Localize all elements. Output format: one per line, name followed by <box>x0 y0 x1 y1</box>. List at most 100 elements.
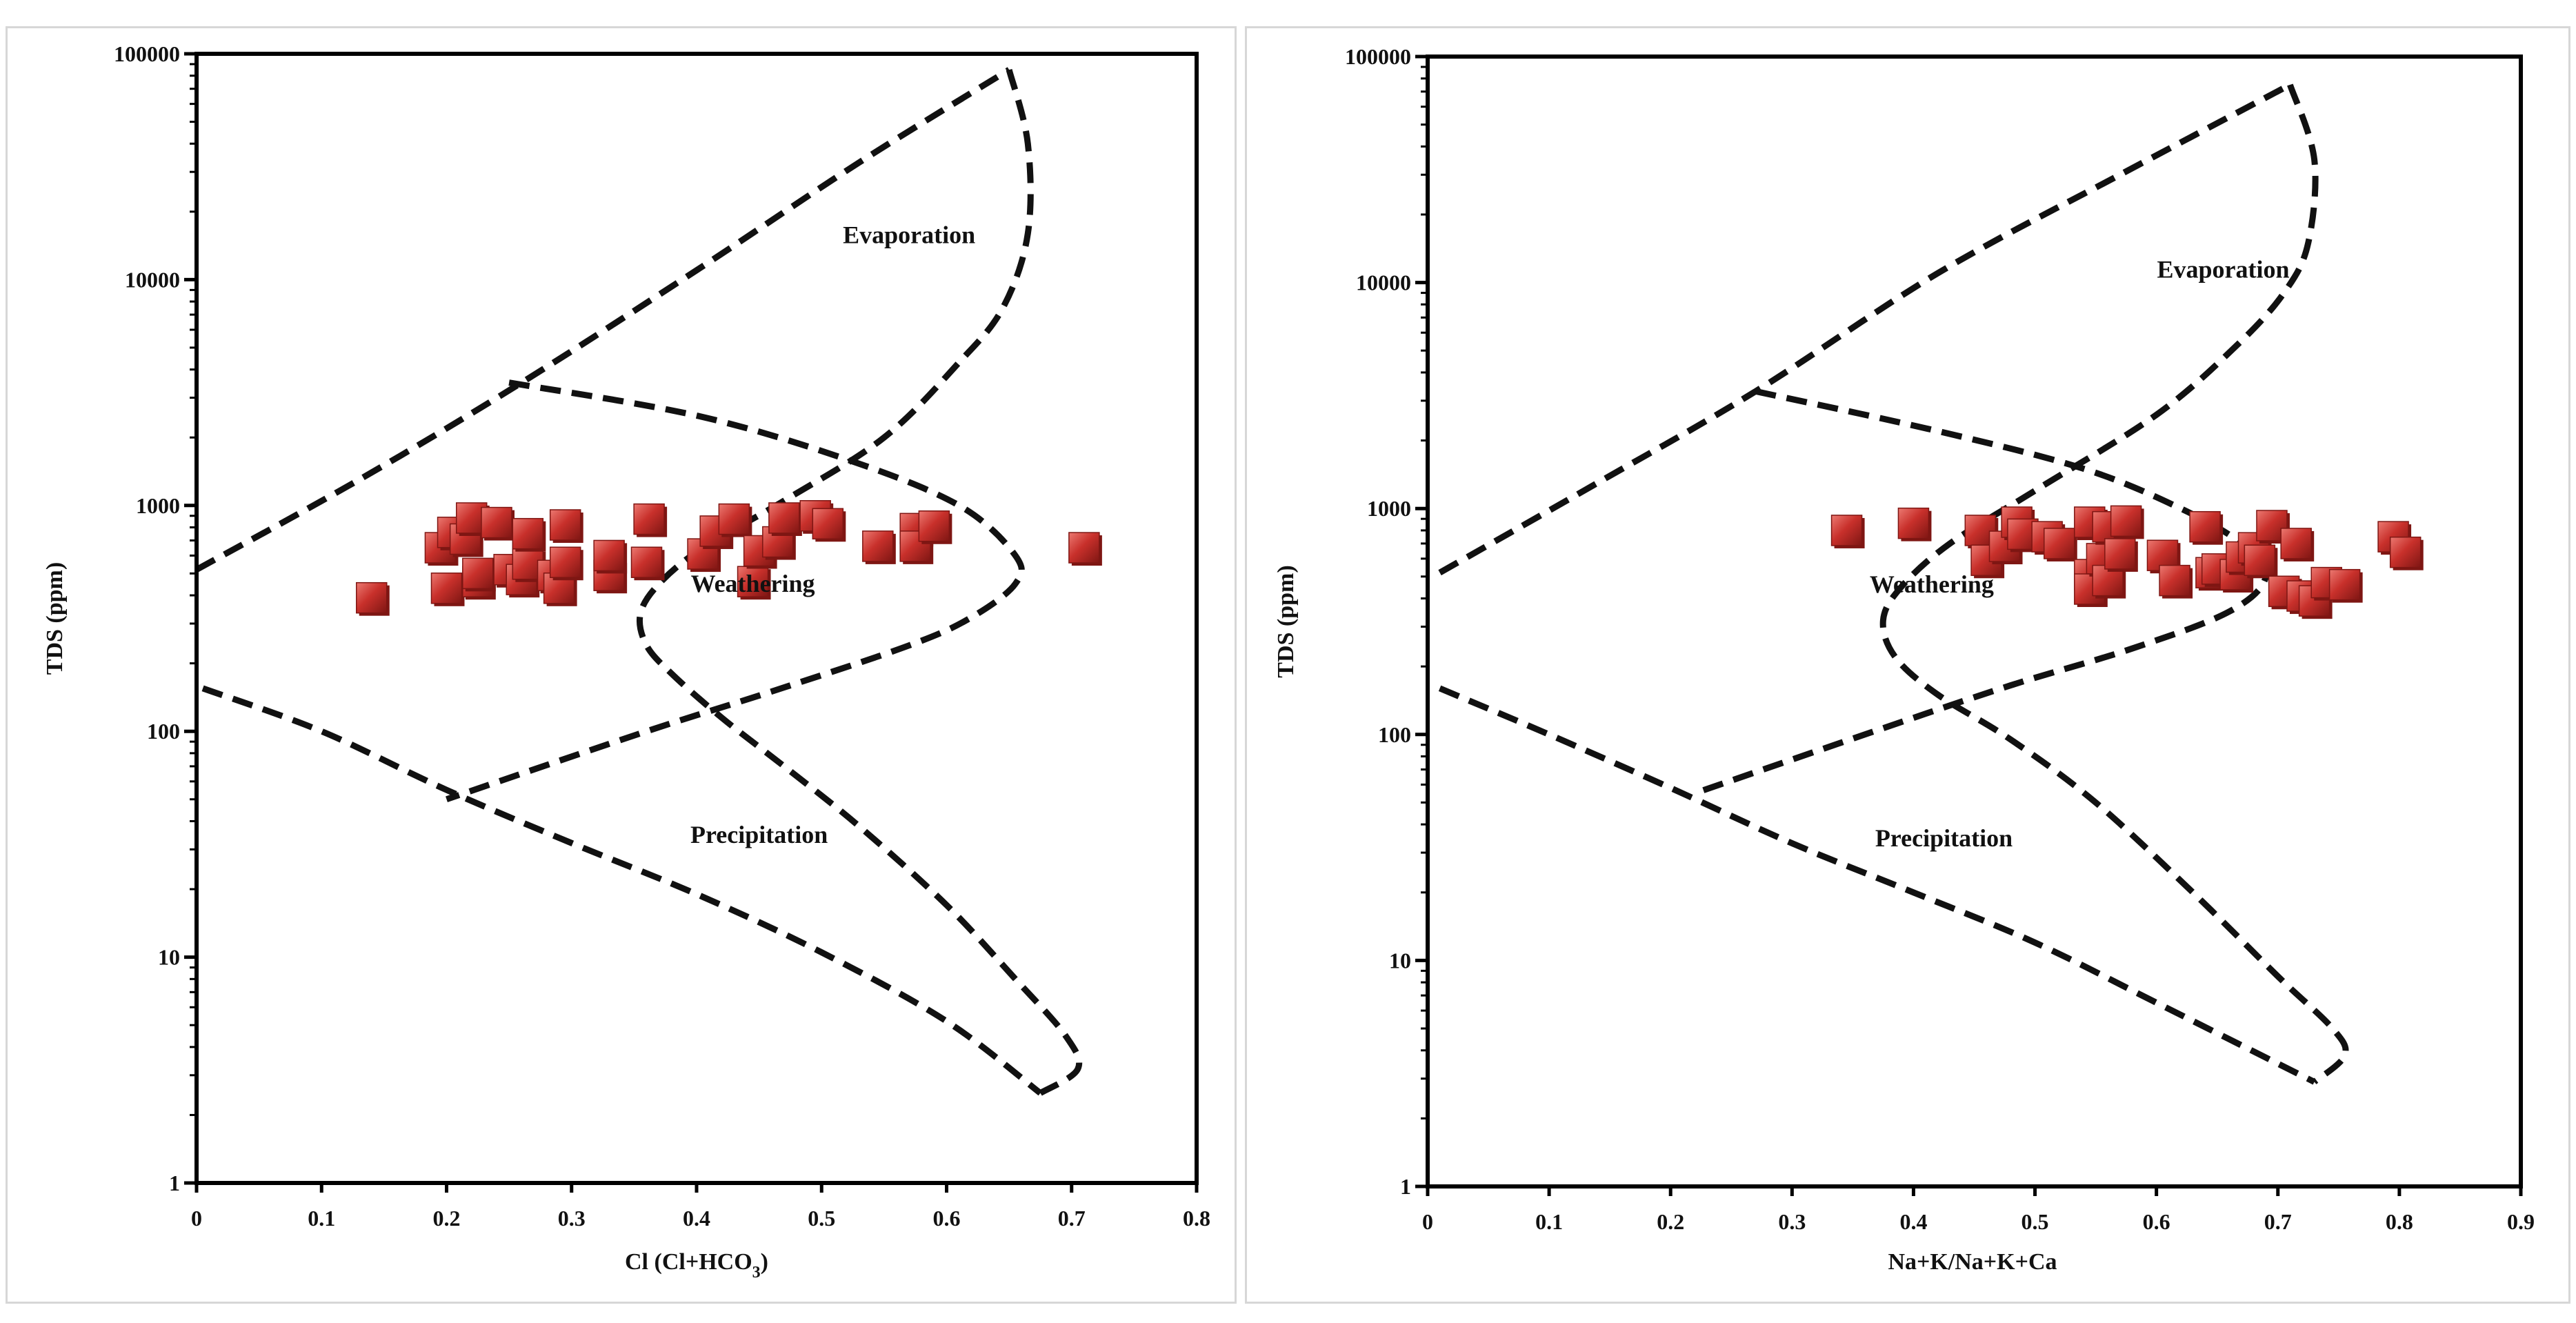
x-tick-label: 0.1 <box>308 1206 335 1231</box>
x-tick-label: 0.6 <box>2143 1209 2170 1234</box>
x-tick-label: 0.4 <box>1899 1209 1927 1234</box>
data-point <box>549 509 583 544</box>
x-tick-label: 0.9 <box>2507 1209 2535 1234</box>
evaporation-outline <box>1879 83 2349 1085</box>
x-tick-label: 0.4 <box>683 1206 710 1231</box>
data-point <box>1068 532 1102 566</box>
data-point-face <box>549 509 581 541</box>
y-tick-label: 10 <box>158 945 180 970</box>
data-point-face <box>1830 515 1863 546</box>
region-label-precipitation: Precipitation <box>1875 824 2013 852</box>
data-point-face <box>512 517 544 550</box>
chart-frame-right <box>1245 26 2570 1304</box>
data-point <box>512 517 546 552</box>
weathering-outline <box>1693 388 2269 797</box>
data-point <box>918 510 952 544</box>
weathering-outline <box>446 379 1025 803</box>
data-point-face <box>630 546 663 578</box>
data-point <box>2159 564 2193 599</box>
data-point <box>2389 536 2424 570</box>
y-tick-label: 10 <box>1389 948 1411 973</box>
x-tick-label: 0.2 <box>433 1206 461 1231</box>
data-point <box>1897 507 1932 541</box>
x-tick-label: 0.5 <box>808 1206 835 1231</box>
gibbs-cation-group: 1 10 100 1000 10000 100000 0 0.1 0.2 0.3 0.4 0.5 0.6… <box>1273 44 2535 1275</box>
y-tick-label: 10000 <box>125 267 180 292</box>
lower-boundary <box>1438 685 2316 1085</box>
x-tick-label: 0 <box>191 1206 202 1231</box>
data-point <box>543 573 577 606</box>
y-tick-label: 1000 <box>1367 496 1411 521</box>
data-point-face <box>2280 528 2312 559</box>
data-point-face <box>812 508 844 540</box>
data-point-face <box>356 581 388 614</box>
upper-boundary <box>1438 81 2292 576</box>
y-tick-label: 100000 <box>114 41 180 66</box>
upper-boundary <box>194 67 1011 573</box>
data-point-face <box>462 557 494 590</box>
y-axis-title: TDS (ppm) <box>42 562 68 675</box>
data-point-face <box>2244 544 2276 577</box>
data-point <box>1830 515 1865 548</box>
data-point <box>2110 505 2144 539</box>
x-tick-label: 0.3 <box>1778 1209 1806 1234</box>
data-point-face <box>2389 536 2422 568</box>
data-point-face <box>1068 532 1100 564</box>
data-point <box>549 546 583 581</box>
plot-area <box>194 52 1199 1185</box>
x-tick-label: 0.2 <box>1657 1209 1684 1234</box>
data-point-face <box>430 573 463 604</box>
y-axis-title: TDS (ppm) <box>1273 565 1299 677</box>
x-tick-label: 0.8 <box>2386 1209 2413 1234</box>
y-tick-label: 1 <box>1400 1174 1411 1199</box>
x-tick-label: 0.5 <box>2021 1209 2049 1234</box>
data-point-face <box>737 566 769 597</box>
x-tick-label: 0.8 <box>1183 1206 1210 1231</box>
chart-frame-left <box>6 26 1237 1304</box>
region-label-precipitation: Precipitation <box>690 821 828 848</box>
data-point <box>862 530 896 564</box>
region-label-evaporation: Evaporation <box>2157 256 2290 284</box>
data-point <box>630 546 665 581</box>
data-point-face <box>593 539 625 572</box>
data-point <box>430 573 465 606</box>
region-label-weathering: Weathering <box>1870 570 1994 598</box>
data-point-face <box>862 530 894 562</box>
data-point-face <box>2110 505 2142 537</box>
data-point-face <box>481 506 512 539</box>
data-point-face <box>2104 538 2136 570</box>
x-axis-title: Na+K/Na+K+Ca <box>1888 1249 2057 1275</box>
lower-boundary <box>201 685 1043 1096</box>
y-tick-label: 100000 <box>1345 44 1411 69</box>
x-tick-label: 0 <box>1422 1209 1433 1234</box>
data-point <box>737 566 771 600</box>
x-tick-label: 0.7 <box>2264 1209 2292 1234</box>
data-point-face <box>718 503 750 535</box>
region-label-weathering: Weathering <box>691 570 815 597</box>
data-point-face <box>1897 507 1930 539</box>
x-tick-label: 0.1 <box>1535 1209 1563 1234</box>
data-point <box>718 503 752 537</box>
data-point <box>462 557 496 592</box>
data-point-face <box>633 503 665 535</box>
data-point-face <box>2189 510 2221 543</box>
data-point <box>2189 510 2224 545</box>
data-point-face <box>2328 568 2361 601</box>
plot-area <box>1426 54 2523 1188</box>
data-point-face <box>2159 564 2190 597</box>
data-point-face <box>918 510 950 542</box>
y-tick-label: 10000 <box>1356 270 1411 295</box>
data-point-face <box>549 546 581 578</box>
y-tick-label: 100 <box>147 719 180 744</box>
x-tick-label: 0.7 <box>1058 1206 1086 1231</box>
x-tick-label: 0.6 <box>933 1206 961 1231</box>
data-point <box>2104 538 2138 572</box>
data-point <box>2280 528 2315 561</box>
y-tick-label: 1000 <box>136 493 180 518</box>
data-point-face <box>2044 528 2075 559</box>
data-point <box>593 539 628 574</box>
data-point <box>812 508 846 542</box>
data-point <box>2244 544 2278 579</box>
gibbs-anion-group: 1 10 100 1000 10000 100000 0 0.1 0.2 0.3 0.4 0.5 0.6… <box>42 41 1210 1282</box>
